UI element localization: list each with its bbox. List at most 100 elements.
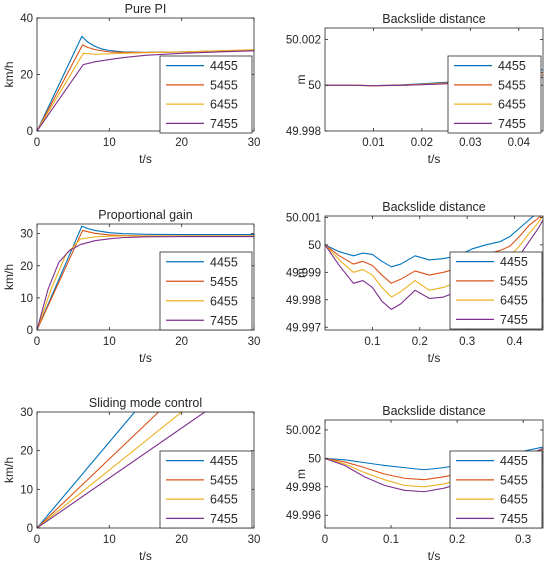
legend-label-4455: 4455 — [498, 59, 526, 73]
y-tick-label: 10 — [20, 293, 33, 305]
y-tick-label: 20 — [20, 446, 33, 458]
x-tick-label: 0 — [322, 534, 328, 546]
legend-label-7455: 7455 — [500, 313, 528, 327]
legend: 4455 5455 6455 7455 — [159, 251, 253, 331]
x-tick-label: 0.01 — [362, 137, 384, 149]
series-group — [37, 412, 254, 528]
y-tick-label: 20 — [20, 70, 33, 82]
x-axis-label: t/s — [139, 549, 152, 563]
series-group — [37, 225, 254, 330]
x-axis-label: t/s — [428, 152, 441, 166]
y-tick-label: 0 — [27, 325, 33, 337]
y-tick-label: 49.999 — [286, 267, 321, 279]
legend-label-4455: 4455 — [500, 454, 528, 468]
legend-box — [449, 251, 543, 330]
axes-box — [36, 223, 255, 331]
legend-label-6455: 6455 — [500, 493, 528, 507]
legend-box — [159, 251, 253, 331]
y-tick-label: 50 — [308, 80, 321, 92]
x-tick-label: 0 — [34, 336, 40, 348]
chart-title: Sliding mode control — [89, 396, 202, 410]
series-line-4455 — [37, 225, 254, 330]
y-axis-label: km/h — [2, 457, 16, 483]
y-tick-label: 30 — [20, 229, 33, 241]
y-axis-label: m — [294, 469, 308, 479]
x-tick-label: 10 — [103, 534, 116, 546]
series-line-4455 — [325, 216, 534, 268]
y-tick-label: 50.002 — [286, 425, 321, 437]
y-axis-label: km/h — [2, 61, 16, 87]
y-tick-label: 49.998 — [286, 482, 321, 494]
axes-box — [36, 411, 255, 529]
y-tick-label: 49.998 — [286, 126, 321, 138]
y-tick-label: 30 — [20, 407, 33, 419]
axes-box — [324, 215, 544, 331]
series-line-5455 — [325, 216, 541, 284]
series-group — [325, 216, 543, 310]
y-axis-label: m — [294, 268, 308, 278]
axes-box — [324, 27, 544, 132]
legend-label-6455: 6455 — [210, 493, 238, 507]
y-tick-label: 50 — [308, 453, 321, 465]
x-tick-label: 0.1 — [383, 534, 399, 546]
chart-panel-6: 0 0.1 0.2 0.3 49.996 49.998 50 50.002 Backslide … — [286, 404, 544, 563]
y-tick-label: 20 — [20, 261, 33, 273]
x-tick-label: 0.04 — [508, 137, 531, 149]
legend-label-5455: 5455 — [210, 275, 238, 289]
x-tick-label: 0.1 — [364, 336, 380, 348]
legend-label-6455: 6455 — [498, 98, 526, 112]
legend-label-5455: 5455 — [498, 78, 526, 92]
legend-label-4455: 4455 — [210, 59, 238, 73]
y-tick-label: 10 — [20, 484, 33, 496]
legend-label-4455: 4455 — [210, 255, 238, 269]
chart-panel-2: 0.01 0.02 0.03 0.04 49.998 50 50.002 Backslide … — [286, 12, 544, 166]
series-line-5455 — [37, 412, 254, 528]
legend-label-7455: 7455 — [210, 314, 238, 328]
x-tick-label: 0 — [34, 534, 40, 546]
legend-box — [449, 450, 543, 529]
series-line-6455 — [37, 49, 254, 131]
x-axis-label: t/s — [428, 549, 441, 563]
x-tick-label: 10 — [103, 336, 116, 348]
x-tick-label: 30 — [248, 534, 261, 546]
y-tick-label: 50.001 — [286, 212, 321, 224]
x-tick-label: 0.2 — [449, 534, 465, 546]
x-tick-label: 10 — [103, 137, 116, 149]
axes-box — [324, 419, 544, 529]
series-line-4455 — [37, 412, 254, 528]
legend-label-6455: 6455 — [500, 294, 528, 308]
chart-title: Backslide distance — [382, 12, 486, 26]
legend-label-7455: 7455 — [210, 117, 238, 131]
y-tick-label: 50 — [308, 240, 321, 252]
legend-label-6455: 6455 — [210, 98, 238, 112]
series-line-6455 — [37, 235, 254, 330]
chart-panel-4: 0.1 0.2 0.3 0.4 49.997 49.998 49.999 50 50.001 Ba… — [286, 200, 544, 365]
x-tick-label: 0 — [34, 137, 40, 149]
legend-label-5455: 5455 — [210, 473, 238, 487]
y-tick-label: 49.997 — [286, 322, 321, 334]
x-tick-label: 0.3 — [515, 534, 531, 546]
x-axis-label: t/s — [139, 152, 152, 166]
y-axis-label: m — [294, 75, 308, 85]
legend-label-7455: 7455 — [210, 512, 238, 526]
legend-label-6455: 6455 — [210, 294, 238, 308]
legend-label-5455: 5455 — [500, 473, 528, 487]
y-tick-label: 49.998 — [286, 295, 321, 307]
series-line-7455 — [37, 412, 254, 528]
chart-title: Proportional gain — [98, 208, 193, 222]
y-tick-label: 49.996 — [286, 510, 321, 522]
x-tick-label: 30 — [248, 137, 261, 149]
legend: 4455 5455 6455 7455 — [447, 55, 542, 134]
x-tick-label: 20 — [175, 336, 188, 348]
x-tick-label: 0.3 — [459, 336, 475, 348]
legend-label-5455: 5455 — [210, 78, 238, 92]
x-axis-label: t/s — [139, 351, 152, 365]
x-tick-label: 30 — [248, 336, 261, 348]
legend-label-4455: 4455 — [210, 454, 238, 468]
legend: 4455 5455 6455 7455 — [159, 450, 253, 529]
y-tick-label: 50.002 — [286, 34, 321, 46]
legend-label-7455: 7455 — [498, 117, 526, 131]
legend-label-5455: 5455 — [500, 274, 528, 288]
legend: 4455 5455 6455 7455 — [449, 251, 543, 330]
